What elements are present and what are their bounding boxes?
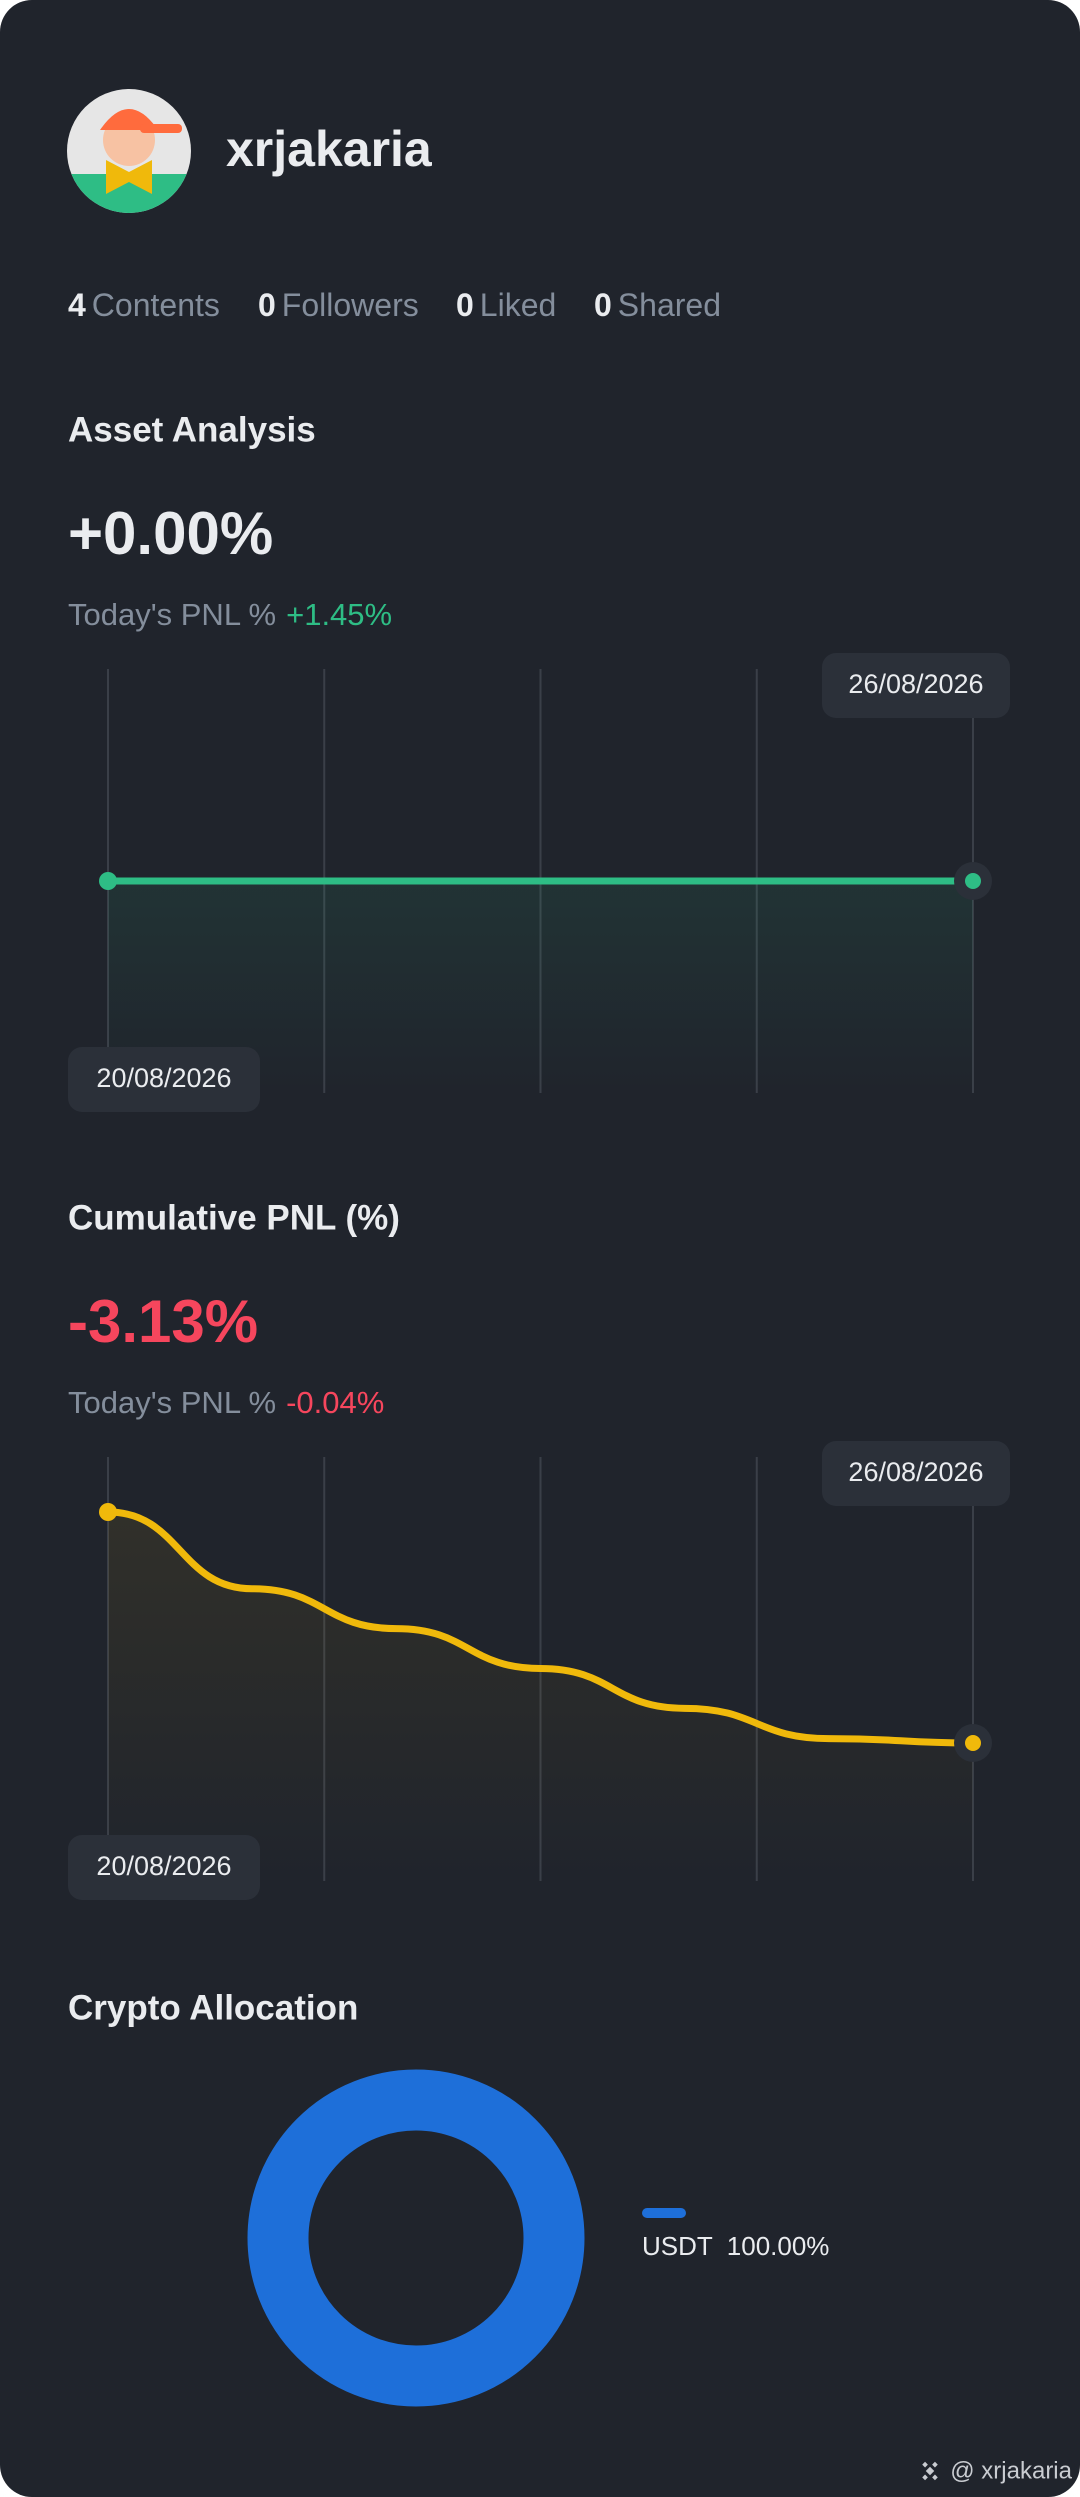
date-box xyxy=(68,1835,260,1900)
stat: 0 Followers xyxy=(258,287,419,323)
end-point xyxy=(965,873,981,889)
legend-swatch xyxy=(642,2208,686,2218)
section-value: -3.13% xyxy=(68,1288,258,1355)
section-value: +0.00% xyxy=(68,500,273,567)
stat-label: Shared xyxy=(618,287,721,323)
stat-value: 4 xyxy=(68,287,86,323)
section-title: Crypto Allocation xyxy=(68,1988,358,2027)
today-pnl-value: +1.45% xyxy=(286,597,392,632)
username: xrjakaria xyxy=(226,121,433,177)
cumulative-pnl: Cumulative PNL (%) -3.13% Today's PNL % -0.… xyxy=(68,1198,1010,1900)
start-date: 20/08/2026 xyxy=(96,1063,231,1093)
stat-value: 0 xyxy=(456,287,474,323)
area xyxy=(108,1512,973,1881)
legend-value: 100.00% xyxy=(727,2231,830,2261)
today-pnl: Today's PNL % +1.45% xyxy=(68,597,392,632)
today-pnl-label: Today's PNL % xyxy=(68,1385,276,1420)
date-box xyxy=(822,653,1010,718)
footer: @ xrjakaria xyxy=(922,2457,1073,2484)
asset-analysis: Asset Analysis +0.00% Today's PNL % +1.45% 2… xyxy=(68,410,1010,1112)
start-date: 20/08/2026 xyxy=(96,1851,231,1881)
legend-entry: USDT 100.00% xyxy=(642,2231,829,2261)
section-title: Cumulative PNL (%) xyxy=(68,1198,400,1237)
legend-name: USDT xyxy=(642,2231,713,2261)
section-title: Asset Analysis xyxy=(68,410,316,449)
end-date: 26/08/2026 xyxy=(848,1457,983,1487)
end-date: 26/08/2026 xyxy=(848,669,983,699)
start-point xyxy=(99,1503,117,1521)
avatar xyxy=(67,89,191,213)
date-box xyxy=(68,1047,260,1112)
end-point xyxy=(965,1735,981,1751)
today-pnl-label: Today's PNL % xyxy=(68,597,276,632)
date-box xyxy=(822,1441,1010,1506)
footer-handle: @ xrjakaria xyxy=(950,2457,1072,2484)
stat-value: 0 xyxy=(258,287,276,323)
stat-label: Contents xyxy=(92,287,220,323)
stat: 0 Shared xyxy=(594,287,721,323)
today-pnl-value: -0.04% xyxy=(286,1385,384,1420)
donut-segment xyxy=(247,2069,585,2407)
stat-value: 0 xyxy=(594,287,612,323)
line xyxy=(104,1508,977,1747)
stat-label: Liked xyxy=(480,287,557,323)
today-pnl: Today's PNL % -0.04% xyxy=(68,1385,384,1420)
stat-label: Followers xyxy=(282,287,419,323)
stats: 4 Contents 0 Followers 0 Liked 0 Shared xyxy=(68,287,721,323)
stat: 0 Liked xyxy=(456,287,556,323)
start-point xyxy=(99,872,117,890)
crypto-allocation: Crypto Allocation USDT 100.00% xyxy=(68,1988,829,2407)
area xyxy=(108,881,973,1093)
stat: 4 Contents xyxy=(68,287,220,323)
